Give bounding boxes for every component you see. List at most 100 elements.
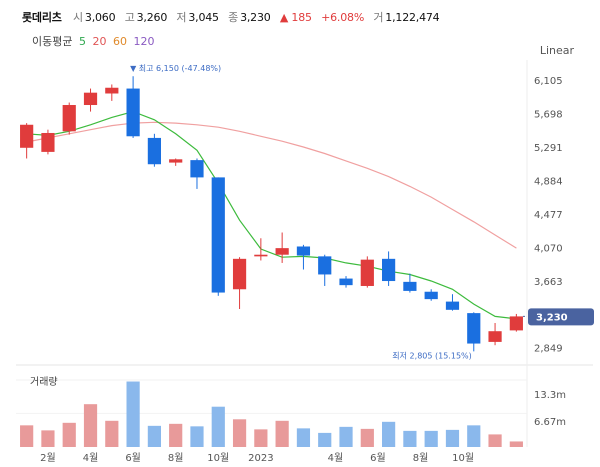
volume-bar[interactable] [445, 429, 460, 447]
candle-body [62, 105, 76, 132]
candle[interactable] [211, 177, 225, 296]
volume-bar[interactable] [211, 406, 225, 447]
scale-mode-label[interactable]: Linear [539, 44, 574, 57]
volume-tick-mid: 6.67m [534, 417, 566, 428]
volume-bar[interactable] [41, 430, 55, 447]
x-tick-label: 2월 [40, 452, 56, 464]
candle-body [488, 331, 502, 342]
candle[interactable] [20, 123, 34, 159]
volume-bar[interactable] [105, 420, 119, 447]
volume-bar[interactable] [126, 381, 140, 447]
candle[interactable] [190, 158, 204, 189]
candle[interactable] [318, 254, 332, 286]
y-tick-label: 3,663 [534, 277, 563, 288]
volume-bar[interactable] [360, 428, 374, 447]
volume-bar[interactable] [169, 423, 183, 447]
candle[interactable] [169, 158, 183, 166]
candle-body [83, 92, 98, 106]
low-label: 저 [176, 11, 187, 24]
candle-body [126, 88, 140, 137]
candle-body [382, 258, 396, 282]
volume-label: 거 [373, 11, 384, 24]
x-tick-label: 10월 [452, 452, 474, 464]
volume-bar[interactable] [424, 430, 438, 447]
candle-body [339, 278, 353, 286]
volume-bar[interactable] [83, 404, 98, 447]
volume-bar[interactable] [190, 426, 204, 447]
stock-header: 롯데리츠 시 3,060 고 3,260 저 3,045 종 3,230 ▲ 185 +… [22, 9, 445, 25]
volume-bar[interactable] [509, 441, 523, 447]
candle[interactable] [424, 289, 438, 301]
candle[interactable] [360, 256, 374, 288]
candle-body [318, 256, 332, 275]
volume-bar[interactable] [147, 425, 161, 447]
y-tick-label: 4,884 [534, 176, 563, 187]
candle[interactable] [275, 232, 289, 263]
candle-body [445, 301, 460, 310]
candle[interactable] [296, 244, 311, 270]
volume-bar[interactable] [62, 422, 76, 447]
volume-bar[interactable] [254, 429, 268, 447]
scale-mode-toggle[interactable]: Linear [540, 44, 574, 57]
y-tick-label: 6,105 [534, 76, 563, 87]
candle[interactable] [488, 322, 502, 346]
candle-body [169, 159, 183, 163]
change-value: ▲ 185 [279, 11, 312, 24]
y-tick-label: 5,698 [534, 109, 563, 120]
ma-60[interactable]: 60 [112, 35, 127, 48]
ma-20[interactable]: 20 [92, 35, 107, 48]
candle-body [467, 313, 481, 344]
candle-body [509, 316, 523, 331]
candle[interactable] [83, 88, 98, 112]
ma-long-line [26, 121, 517, 249]
close-value: 3,230 [240, 11, 271, 24]
candle[interactable] [403, 273, 417, 293]
candle[interactable] [105, 84, 119, 101]
candle[interactable] [147, 133, 161, 167]
candle-body [147, 137, 161, 165]
volume-bar[interactable] [318, 432, 332, 447]
volume-bar[interactable] [339, 426, 353, 447]
volume-tick-max: 13.3m [534, 390, 566, 401]
candle[interactable] [445, 294, 460, 311]
volume-panel-title: 거래량 [30, 376, 58, 388]
stock-name: 롯데리츠 [22, 11, 62, 24]
volume-bar[interactable] [488, 434, 502, 447]
x-tick-label: 4월 [83, 452, 99, 464]
candle-body [296, 246, 311, 256]
candle[interactable] [254, 238, 268, 261]
candle[interactable] [467, 312, 481, 352]
candle[interactable] [41, 129, 55, 155]
low-annotation: 최저 2,805 (15.15%) [392, 350, 471, 360]
current-price-tag: 3,230 [528, 308, 594, 326]
candle-body [424, 291, 438, 300]
volume-bar[interactable] [296, 428, 311, 447]
candle[interactable] [126, 76, 140, 138]
candle[interactable] [509, 313, 523, 332]
open-label: 시 [72, 11, 83, 24]
volume-bar[interactable] [382, 421, 396, 447]
candle[interactable] [339, 276, 353, 288]
candle[interactable] [232, 257, 247, 310]
volume-bar[interactable] [20, 425, 34, 447]
volume-bar[interactable] [467, 425, 481, 447]
x-tick-label: 6월 [125, 452, 141, 464]
x-tick-label: 2023 [248, 453, 273, 464]
low-value: 3,045 [188, 11, 219, 24]
ma-5[interactable]: 5 [78, 35, 86, 48]
candle-body [211, 177, 225, 293]
close-label: 종 [228, 11, 239, 24]
x-tick-label: 6월 [370, 452, 386, 464]
open-value: 3,060 [84, 11, 116, 24]
candle-body [232, 258, 247, 290]
candle-body [105, 87, 119, 94]
ma-120[interactable]: 120 [133, 35, 155, 48]
volume-bar[interactable] [403, 430, 417, 447]
x-tick-label: 4월 [328, 452, 344, 464]
candle[interactable] [62, 102, 76, 135]
volume-bar[interactable] [232, 419, 247, 447]
candle[interactable] [382, 251, 396, 286]
volume-bar[interactable] [275, 420, 289, 447]
x-tick-label: 10월 [207, 452, 229, 464]
